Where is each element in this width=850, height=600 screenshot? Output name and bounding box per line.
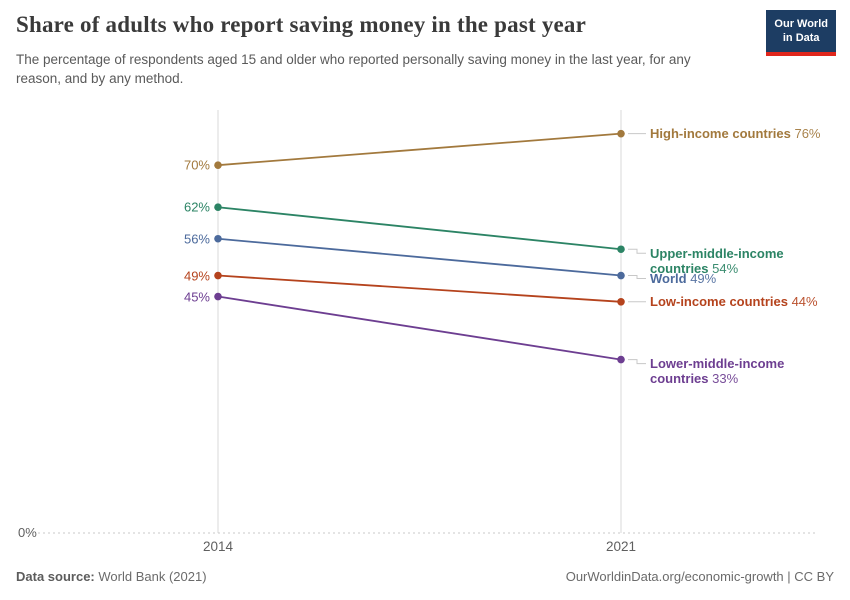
slope-line-upper-middle-income-countries xyxy=(217,206,622,251)
dot-end-high-income-countries xyxy=(617,129,625,138)
owid-logo-line1: Our World xyxy=(774,18,828,30)
dot-start-lower-middle-income-countries xyxy=(214,292,222,301)
series-label-upper-middle-income-countries: Upper-middle-income countries 54% xyxy=(650,246,832,276)
slope-line-lower-middle-income-countries xyxy=(217,295,622,361)
label-connector-upper-middle-income-countries xyxy=(628,248,646,254)
data-source-value: World Bank (2021) xyxy=(98,569,207,584)
data-source-label: Data source: xyxy=(16,569,95,584)
end-value-label-world: 49% xyxy=(690,271,717,287)
end-value-label-lower-middle-income-countries: 33% xyxy=(712,371,739,387)
owid-logo: Our World in Data xyxy=(766,10,836,56)
series-label-high-income-countries: High-income countries 76% xyxy=(650,126,832,141)
label-connector-lower-middle-income-countries xyxy=(628,359,646,365)
dot-end-lower-middle-income-countries xyxy=(617,355,625,364)
chart-subtitle: The percentage of respondents aged 15 an… xyxy=(16,52,691,86)
end-value-label-upper-middle-income-countries: 54% xyxy=(712,260,739,276)
start-value-label-low-income-countries: 49% xyxy=(183,268,210,284)
start-value-label-upper-middle-income-countries: 62% xyxy=(183,199,210,215)
slope-line-world xyxy=(217,237,622,277)
series-label-low-income-countries: Low-income countries 44% xyxy=(650,294,832,309)
series-name-lower-middle-income-countries: Lower-middle-income countries xyxy=(650,356,785,387)
dot-end-upper-middle-income-countries xyxy=(617,245,625,254)
chart-footer: Data source: World Bank (2021) OurWorldi… xyxy=(16,569,834,584)
series-name-high-income-countries: High-income countries xyxy=(650,126,795,142)
series-name-upper-middle-income-countries: Upper-middle-income countries xyxy=(650,245,784,276)
end-value-label-high-income-countries: 76% xyxy=(794,126,821,142)
dot-start-high-income-countries xyxy=(214,161,222,169)
slope-line-high-income-countries xyxy=(217,132,622,167)
dot-end-low-income-countries xyxy=(617,297,625,306)
owid-logo-line2: in Data xyxy=(782,32,820,45)
slope-line-low-income-countries xyxy=(217,274,622,303)
start-value-label-world: 56% xyxy=(183,231,210,247)
start-value-label-high-income-countries: 70% xyxy=(183,157,210,173)
end-value-label-low-income-countries: 44% xyxy=(791,294,818,310)
start-value-label-lower-middle-income-countries: 45% xyxy=(183,289,210,305)
credit-line: OurWorldinData.org/economic-growth | CC … xyxy=(565,569,834,584)
series-label-lower-middle-income-countries: Lower-middle-income countries 33% xyxy=(650,356,832,386)
y-axis-zero-label: 0% xyxy=(18,525,37,540)
x-axis-label-2021: 2021 xyxy=(605,539,637,554)
dot-start-world xyxy=(214,234,222,243)
series-label-world: World 49% xyxy=(650,271,832,286)
series-name-world: World xyxy=(650,271,691,287)
dot-start-low-income-countries xyxy=(214,271,222,280)
page-title: Share of adults who report saving money … xyxy=(16,12,587,37)
label-connector-world xyxy=(628,275,646,280)
data-source: Data source: World Bank (2021) xyxy=(16,569,207,584)
series-name-low-income-countries: Low-income countries xyxy=(650,294,792,310)
x-axis-label-2014: 2014 xyxy=(202,539,234,554)
dot-end-world xyxy=(617,271,625,280)
dot-start-upper-middle-income-countries xyxy=(214,203,222,212)
